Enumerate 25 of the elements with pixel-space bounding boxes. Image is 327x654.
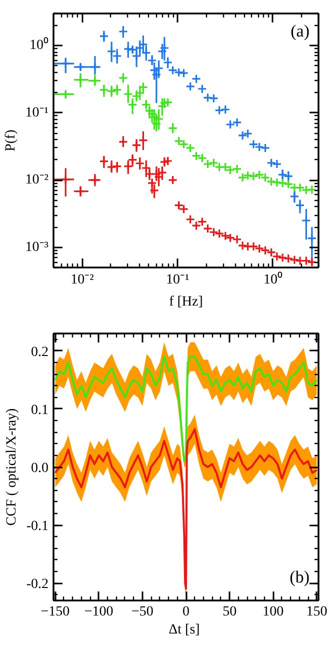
x-tick-label: 10⁻² [70, 272, 94, 288]
y-tick-label: 10⁻² [25, 172, 49, 188]
x-tick-label: 50 [222, 604, 237, 620]
y-tick-label: -0.2 [26, 577, 49, 592]
y-tick-label: 10⁻³ [25, 240, 49, 255]
y-axis-title: CCF ( optical/X-ray) [4, 408, 20, 526]
y-tick-label: 0.2 [31, 344, 48, 360]
x-tick-label: −150 [40, 604, 70, 620]
x-tick-label: 0 [182, 604, 190, 620]
x-tick-label: 10⁰ [263, 272, 282, 288]
x-tick-label: 100 [262, 604, 284, 620]
y-tick-label: 10⁻¹ [25, 105, 49, 120]
annotation: (b) [290, 568, 310, 586]
x-tick-label: −100 [84, 604, 114, 620]
annotation: (a) [290, 22, 310, 40]
x-tick-label: 150 [306, 604, 327, 620]
y-tick-label: 0.1 [31, 402, 48, 418]
y-tick-label: -0.1 [26, 519, 49, 534]
y-tick-label: 0.0 [31, 461, 48, 476]
x-tick-label: −50 [131, 604, 154, 620]
y-axis-title: P(f) [3, 129, 18, 152]
x-axis-title: Δt [s] [168, 622, 200, 638]
x-axis-title: f [Hz] [169, 294, 203, 310]
y-tick-label: 10⁰ [30, 37, 48, 54]
x-tick-label: 10⁻¹ [166, 272, 190, 288]
